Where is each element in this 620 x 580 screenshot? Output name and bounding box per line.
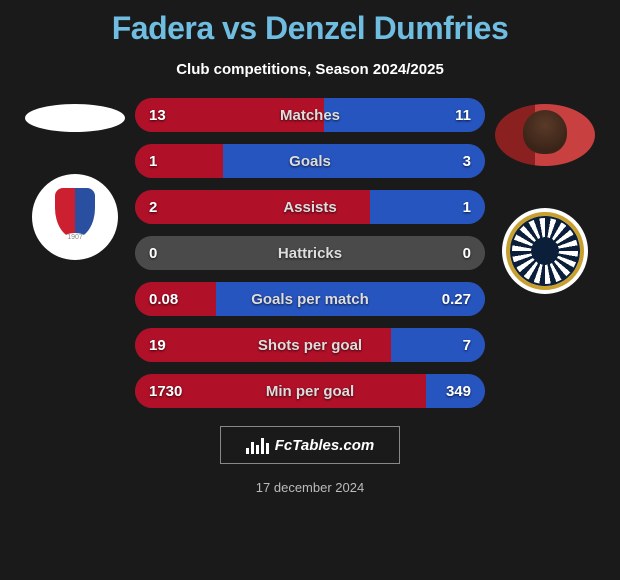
left-club-badge bbox=[32, 174, 118, 260]
stat-value-left: 13 bbox=[149, 107, 166, 124]
stat-label: Min per goal bbox=[266, 383, 354, 400]
stat-value-left: 0.08 bbox=[149, 291, 178, 308]
stat-bar: 19 Shots per goal 7 bbox=[135, 328, 485, 362]
left-player-column bbox=[15, 98, 135, 260]
watermark-badge: FcTables.com bbox=[220, 426, 400, 464]
stat-bar: 0.08 Goals per match 0.27 bbox=[135, 282, 485, 316]
stat-value-left: 0 bbox=[149, 245, 157, 262]
stat-fill-right bbox=[223, 144, 486, 178]
stat-label: Matches bbox=[280, 107, 340, 124]
comparison-body: 13Matches111Goals32Assists10Hattricks00.… bbox=[0, 98, 620, 408]
stat-label: Goals bbox=[289, 153, 331, 170]
stat-value-left: 2 bbox=[149, 199, 157, 216]
comparison-date: 17 december 2024 bbox=[256, 480, 364, 495]
stat-value-right: 3 bbox=[463, 153, 471, 170]
right-player-photo bbox=[495, 104, 595, 166]
stat-value-right: 0 bbox=[463, 245, 471, 262]
stat-value-right: 1 bbox=[463, 199, 471, 216]
comparison-subtitle: Club competitions, Season 2024/2025 bbox=[176, 61, 444, 78]
stat-value-left: 1 bbox=[149, 153, 157, 170]
stat-value-right: 11 bbox=[455, 107, 471, 124]
right-player-column bbox=[485, 98, 605, 294]
stat-value-right: 349 bbox=[446, 383, 471, 400]
stat-label: Goals per match bbox=[251, 291, 369, 308]
watermark-chart-icon bbox=[246, 436, 269, 454]
stats-column: 13Matches111Goals32Assists10Hattricks00.… bbox=[135, 98, 485, 408]
left-player-photo bbox=[25, 104, 125, 132]
stat-value-right: 7 bbox=[463, 337, 471, 354]
stat-value-right: 0.27 bbox=[442, 291, 471, 308]
stat-bar: 1730 Min per goal 349 bbox=[135, 374, 485, 408]
stat-label: Hattricks bbox=[278, 245, 342, 262]
watermark-text: FcTables.com bbox=[275, 437, 374, 454]
stat-value-left: 19 bbox=[149, 337, 166, 354]
stat-bar: 13 Matches 11 bbox=[135, 98, 485, 132]
comparison-title: Fadera vs Denzel Dumfries bbox=[112, 10, 509, 47]
right-club-badge bbox=[502, 208, 588, 294]
stat-bar: 0 Hattricks 0 bbox=[135, 236, 485, 270]
stat-bar: 1 Goals 3 bbox=[135, 144, 485, 178]
stat-label: Shots per goal bbox=[258, 337, 362, 354]
stat-label: Assists bbox=[283, 199, 336, 216]
stat-value-left: 1730 bbox=[149, 383, 182, 400]
stat-bar: 2 Assists 1 bbox=[135, 190, 485, 224]
